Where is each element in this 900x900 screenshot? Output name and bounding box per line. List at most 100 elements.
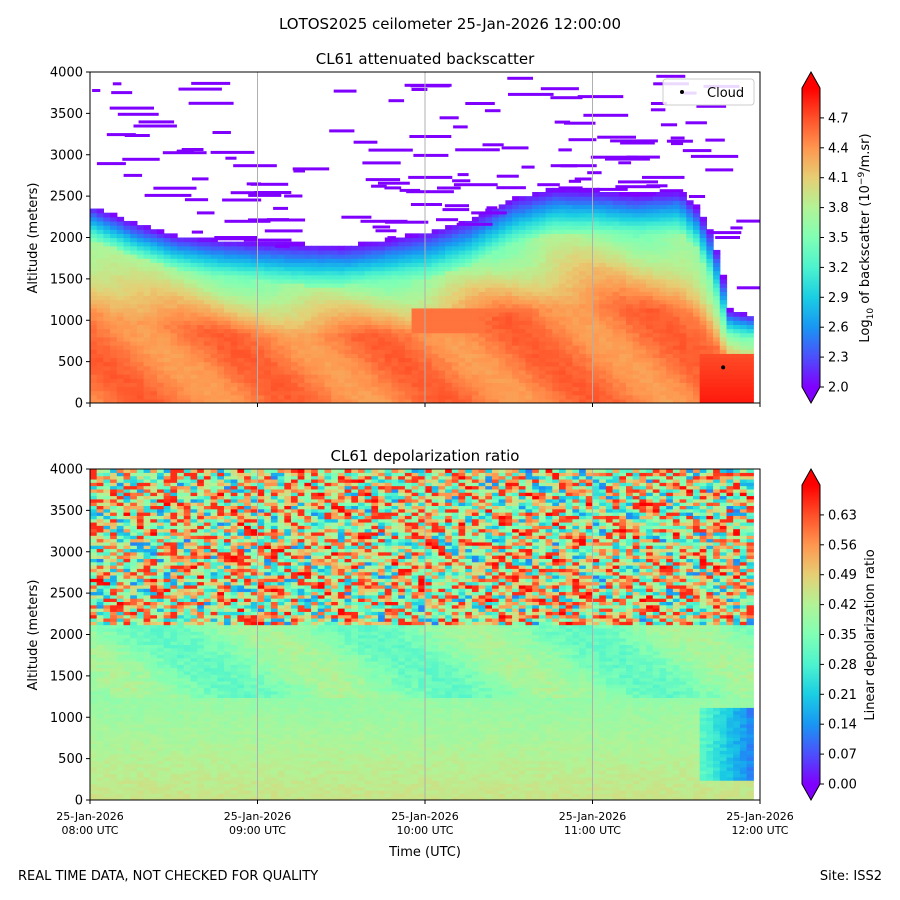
backscatter-cell	[123, 332, 131, 338]
backscatter-cell	[559, 303, 567, 309]
backscatter-cell	[224, 324, 232, 330]
backscatter-cell	[525, 220, 533, 226]
backscatter-cell	[518, 320, 527, 325]
depolarization-cell	[96, 564, 104, 569]
depolarization-cell	[90, 502, 98, 507]
backscatter-cell	[538, 311, 547, 317]
depolarization-cell	[103, 750, 111, 755]
backscatter-cell	[284, 357, 292, 363]
backscatter-cell	[190, 369, 198, 375]
backscatter-cell	[699, 299, 707, 305]
backscatter-cell	[619, 270, 627, 276]
backscatter-cell	[384, 241, 393, 247]
backscatter-noise-speck	[410, 203, 442, 206]
depolarization-cell	[116, 641, 125, 646]
backscatter-cell	[170, 353, 178, 359]
backscatter-noise-speck	[385, 220, 429, 224]
backscatter-cell	[672, 274, 681, 280]
backscatter-cell	[471, 233, 480, 239]
backscatter-cell	[123, 398, 131, 403]
backscatter-cell	[177, 382, 185, 388]
backscatter-cell	[545, 340, 553, 346]
backscatter-cell	[706, 249, 714, 255]
depolarization-cell	[116, 598, 125, 602]
backscatter-cell	[244, 336, 252, 342]
backscatter-cell	[371, 245, 379, 251]
backscatter-cell	[693, 254, 701, 259]
backscatter-cell	[585, 254, 594, 259]
backscatter-cell	[116, 241, 125, 247]
depolarization-cell	[110, 631, 118, 636]
backscatter-cell	[471, 398, 480, 403]
backscatter-cell	[672, 374, 681, 379]
backscatter-cell	[150, 274, 158, 280]
backscatter-cell	[183, 307, 192, 313]
backscatter-cell	[116, 390, 125, 396]
cloud-legend[interactable]: Cloud	[662, 78, 755, 106]
backscatter-cell	[605, 340, 614, 346]
backscatter-cell	[123, 369, 131, 375]
backscatter-noise-speck	[411, 88, 428, 91]
backscatter-cell	[599, 299, 607, 305]
backscatter-cell	[157, 266, 165, 272]
backscatter-cell	[612, 320, 620, 325]
backscatter-cell	[445, 374, 453, 379]
backscatter-cell	[224, 340, 232, 346]
backscatter-noise-speck	[111, 91, 133, 95]
backscatter-cell	[190, 386, 198, 392]
depolarization-cell	[96, 796, 104, 800]
backscatter-cell	[217, 328, 225, 334]
backscatter-cell	[136, 262, 145, 268]
backscatter-cell	[190, 307, 198, 313]
backscatter-cell	[492, 394, 500, 400]
backscatter-cell	[659, 191, 667, 197]
depolarization-cell	[110, 594, 118, 599]
backscatter-cell	[579, 283, 587, 288]
backscatter-cell	[270, 258, 279, 263]
depolarization-cell	[110, 482, 118, 487]
backscatter-cell	[652, 212, 661, 218]
backscatter-cell	[244, 361, 252, 367]
backscatter-cell	[451, 274, 460, 280]
backscatter-cell	[579, 378, 587, 383]
backscatter-cell	[337, 357, 346, 363]
backscatter-cell	[512, 266, 520, 272]
backscatter-cell	[250, 374, 259, 379]
depolarization-cell	[96, 704, 104, 708]
backscatter-cell	[679, 316, 687, 321]
backscatter-cell	[599, 349, 607, 354]
backscatter-cell	[478, 311, 486, 317]
backscatter-cell	[646, 324, 654, 330]
backscatter-cell	[686, 336, 694, 342]
backscatter-cell	[250, 386, 259, 392]
depolarization-cell	[96, 723, 104, 728]
backscatter-field	[90, 74, 760, 403]
backscatter-cell	[250, 262, 259, 268]
backscatter-cell	[733, 349, 741, 354]
backscatter-cell	[425, 299, 433, 305]
backscatter-cell	[693, 216, 701, 222]
backscatter-cell	[163, 237, 171, 243]
backscatter-cell	[632, 357, 640, 363]
backscatter-cell	[458, 374, 466, 379]
backscatter-cell	[639, 361, 647, 367]
backscatter-cell	[418, 254, 426, 259]
backscatter-noise-speck	[710, 231, 742, 235]
depolarization-cell	[90, 551, 98, 556]
backscatter-cell	[358, 254, 366, 259]
backscatter-cell	[599, 369, 607, 375]
backscatter-cell	[90, 316, 98, 321]
backscatter-cell	[646, 200, 654, 205]
depolarization-cell	[90, 710, 98, 715]
backscatter-cell	[572, 316, 580, 321]
backscatter-cell	[378, 328, 386, 334]
depolarization-cell	[90, 770, 98, 775]
backscatter-cell	[170, 283, 178, 288]
backscatter-cell	[123, 303, 131, 309]
backscatter-cell	[324, 249, 332, 255]
backscatter-noise-speck	[274, 244, 290, 248]
backscatter-cell	[123, 374, 131, 379]
backscatter-cell	[197, 254, 205, 259]
backscatter-cell	[110, 220, 118, 226]
backscatter-cell	[565, 382, 573, 388]
